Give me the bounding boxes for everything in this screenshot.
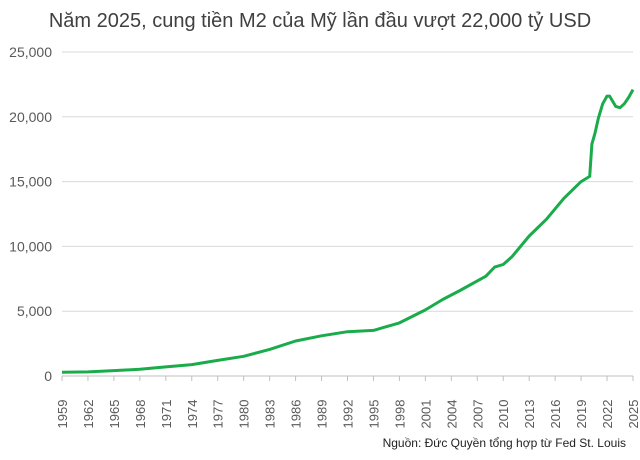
source-note: Nguồn: Đức Quyền tổng hợp từ Fed St. Lou… [382, 436, 626, 450]
x-tick-label: 1977 [211, 400, 226, 429]
y-tick-label: 0 [44, 368, 52, 384]
x-tick-label: 2016 [548, 400, 563, 429]
x-tick-label: 1965 [107, 400, 122, 429]
x-tick-label: 2010 [496, 400, 511, 429]
x-tick-label: 1971 [159, 400, 174, 429]
chart-title: Năm 2025, cung tiền M2 của Mỹ lần đầu vư… [48, 10, 592, 32]
x-tick-label: 2013 [522, 400, 537, 429]
x-tick-label: 1980 [237, 400, 252, 429]
x-tick-label: 1986 [289, 400, 304, 429]
x-tick-label: 2004 [444, 400, 459, 429]
x-tick-label: 1992 [341, 400, 356, 429]
x-tick-label: 2007 [470, 400, 485, 429]
x-tick-label: 2001 [418, 400, 433, 429]
x-tick-label: 2025 [626, 400, 640, 429]
x-tick-label: 1989 [315, 400, 330, 429]
y-tick-label: 15,000 [9, 174, 52, 190]
x-tick-label: 1995 [366, 400, 381, 429]
x-tick-label: 2019 [574, 400, 589, 429]
x-tick-label: 1998 [392, 400, 407, 429]
x-tick-label: 1974 [185, 400, 200, 429]
y-tick-label: 10,000 [9, 238, 52, 254]
x-tick-label: 1968 [133, 400, 148, 429]
y-tick-label: 25,000 [9, 44, 52, 60]
y-tick-label: 20,000 [9, 109, 52, 125]
x-tick-label: 1959 [55, 400, 70, 429]
x-tick-label: 2022 [600, 400, 615, 429]
x-tick-label: 1962 [81, 400, 96, 429]
m2-series-line [61, 88, 635, 374]
x-tick-label: 1983 [263, 400, 278, 429]
y-tick-label: 5,000 [17, 303, 52, 319]
